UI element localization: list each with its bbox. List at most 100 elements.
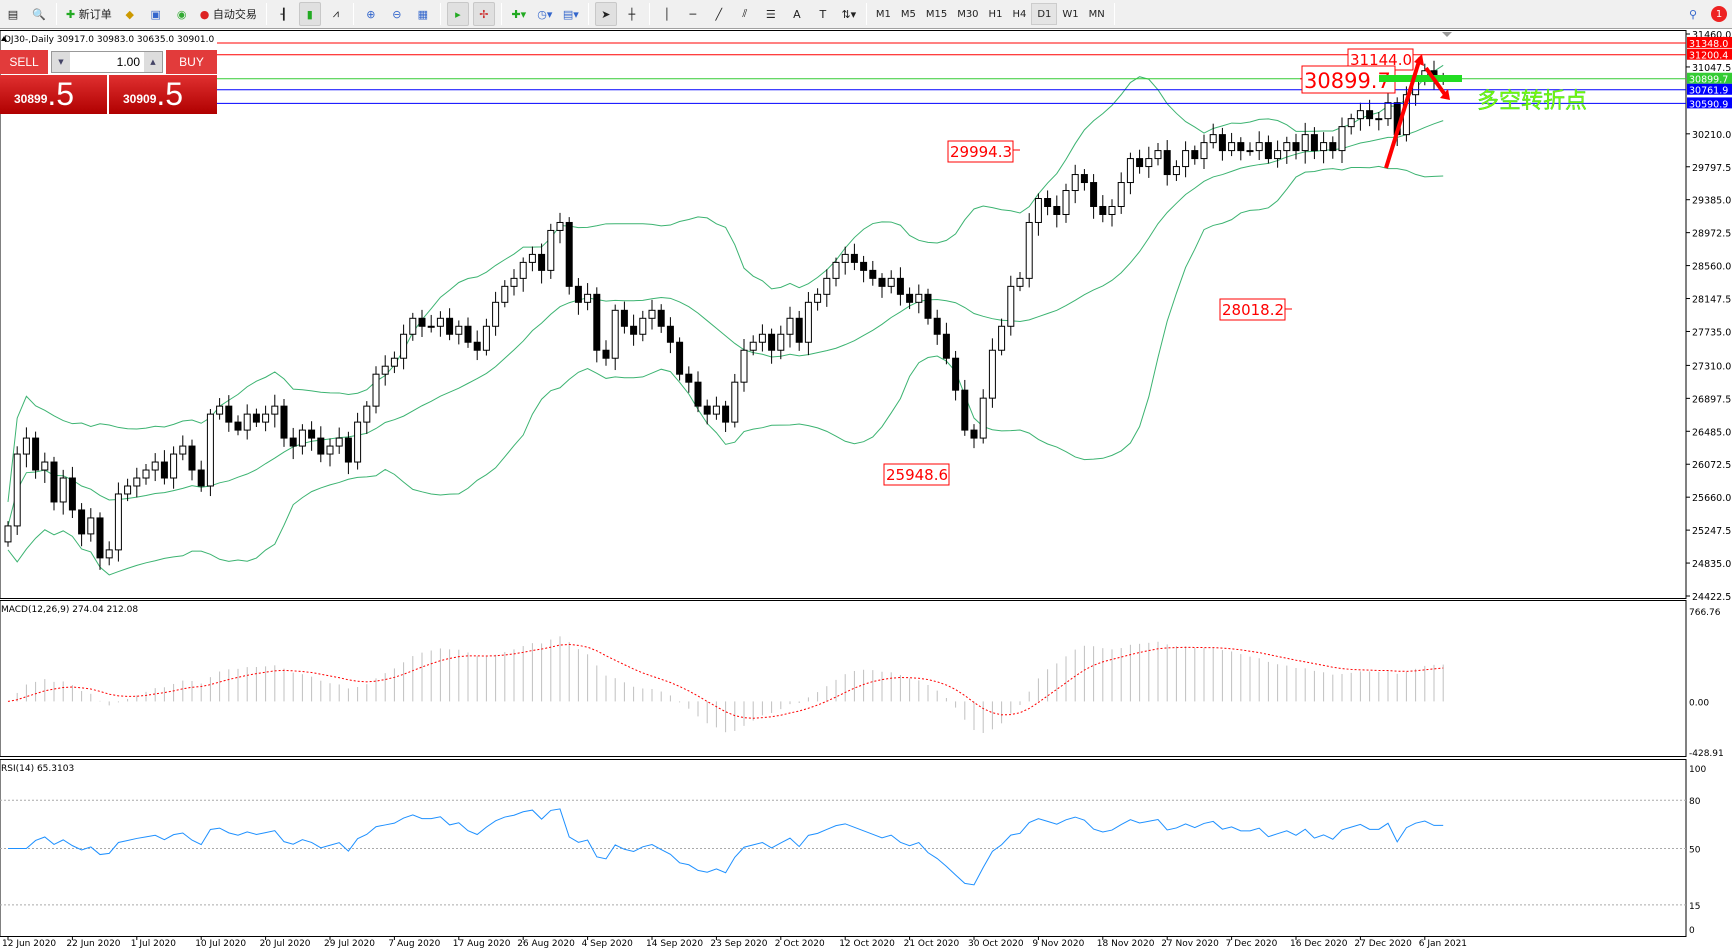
rsi-tick-label: 80 bbox=[1689, 797, 1701, 807]
collapse-triangle-icon bbox=[1, 36, 7, 41]
text-label-icon[interactable]: T bbox=[819, 7, 827, 21]
candle-bull bbox=[611, 309, 619, 359]
candle-bull bbox=[1154, 150, 1162, 160]
lot-decrease-button[interactable]: ▼ bbox=[52, 52, 70, 72]
candle-bear bbox=[850, 253, 858, 263]
candle-bull bbox=[786, 317, 794, 335]
timeframe-mn[interactable]: MN bbox=[1088, 8, 1105, 20]
candle-bull bbox=[1255, 142, 1263, 152]
candle-bull bbox=[492, 301, 500, 327]
date-label: 14 Sep 2020 bbox=[646, 939, 703, 948]
fibonacci-icon[interactable]: ☰ bbox=[765, 7, 776, 21]
candle-bear bbox=[1163, 150, 1171, 176]
trendline-icon[interactable]: ╱ bbox=[715, 7, 723, 21]
signals-icon[interactable]: ◉ bbox=[176, 7, 187, 21]
text-icon[interactable]: A bbox=[793, 7, 801, 21]
templates-icon[interactable]: ▤▾ bbox=[562, 7, 579, 21]
price-level-tag-label: 31200.4 bbox=[1689, 51, 1728, 62]
candle-bear bbox=[473, 341, 481, 351]
candle-bull bbox=[1384, 102, 1392, 120]
candle-bear bbox=[1310, 134, 1318, 152]
date-label: 6 Jan 2021 bbox=[1419, 939, 1467, 948]
timeframe-m30[interactable]: M30 bbox=[957, 8, 979, 20]
window-icon[interactable]: ▤ bbox=[7, 7, 19, 21]
candle-bear bbox=[280, 405, 288, 439]
timeframe-h4[interactable]: H4 bbox=[1012, 8, 1027, 20]
timeframe-m1[interactable]: M1 bbox=[875, 8, 891, 20]
date-label: 23 Sep 2020 bbox=[710, 939, 767, 948]
candle-bear bbox=[446, 317, 454, 335]
candle-bull bbox=[59, 477, 67, 503]
zoom-out-icon[interactable]: ⊖ bbox=[392, 7, 402, 21]
tile-windows-icon[interactable]: ▦ bbox=[417, 7, 429, 21]
timeframe-m5[interactable]: M5 bbox=[900, 8, 916, 20]
candle-bull bbox=[1301, 134, 1309, 152]
auto-trading-icon: ● bbox=[199, 7, 210, 21]
buy-price-button[interactable]: 30909.5 bbox=[109, 75, 217, 114]
auto-trading-button[interactable]: ● 自动交易 bbox=[197, 2, 260, 26]
periods-icon[interactable]: ◷▾ bbox=[537, 7, 553, 21]
date-label: 27 Nov 2020 bbox=[1161, 939, 1219, 948]
candle-bull bbox=[1283, 142, 1291, 152]
candle-bull bbox=[712, 405, 720, 415]
date-label: 10 Jul 2020 bbox=[195, 939, 246, 948]
new-order-button[interactable]: ✚ 新订单 bbox=[63, 2, 115, 26]
buy-button[interactable]: BUY bbox=[166, 50, 217, 74]
candle-bear bbox=[685, 373, 693, 383]
date-label: 7 Aug 2020 bbox=[388, 939, 440, 948]
candle-bear bbox=[1329, 142, 1337, 152]
candle-bull bbox=[519, 261, 527, 279]
candle-bull bbox=[740, 349, 748, 383]
down-arrow bbox=[1424, 66, 1448, 98]
line-chart-icon[interactable]: ⩘ bbox=[332, 7, 339, 20]
price-level-tag-label: 30590.9 bbox=[1689, 99, 1728, 110]
equidistant-channel-icon[interactable]: ⫽ bbox=[742, 7, 748, 20]
timeframe-d1[interactable]: D1 bbox=[1031, 3, 1058, 25]
candle-bear bbox=[694, 381, 702, 407]
candlestick-icon[interactable]: ▮ bbox=[298, 2, 321, 26]
price-tick-label: 24422.5 bbox=[1692, 592, 1731, 603]
candle-bear bbox=[906, 293, 914, 303]
lot-increase-button[interactable]: ▲ bbox=[144, 52, 162, 72]
lot-size-input[interactable]: 1.00 bbox=[116, 55, 140, 69]
turning-point-label: 多空转折点 bbox=[1477, 89, 1587, 114]
chart-shift-icon[interactable]: ✢ bbox=[472, 2, 495, 26]
candle-bull bbox=[1117, 182, 1125, 207]
price-tick-label: 29385.0 bbox=[1692, 196, 1731, 207]
timeframe-m15[interactable]: M15 bbox=[925, 8, 948, 20]
cursor-icon[interactable]: ➤ bbox=[594, 2, 617, 26]
candle-bull bbox=[1108, 205, 1116, 215]
candle-bear bbox=[68, 477, 76, 511]
zoom-in-icon[interactable]: ⊕ bbox=[366, 7, 376, 21]
timeframe-w1[interactable]: W1 bbox=[1062, 8, 1079, 20]
candle-bull bbox=[427, 325, 435, 328]
market-watch-icon[interactable]: ◆ bbox=[125, 7, 134, 21]
navigator-icon[interactable]: ▣ bbox=[150, 7, 161, 21]
sell-button[interactable]: SELL bbox=[0, 50, 48, 74]
notifications-button[interactable]: 1 bbox=[1708, 2, 1730, 26]
arrows-icon[interactable]: ⇅▾ bbox=[841, 7, 857, 21]
indicators-icon[interactable]: ✚▾ bbox=[511, 7, 527, 21]
candle-bull bbox=[1172, 166, 1180, 176]
candle-bull bbox=[400, 333, 408, 359]
price-annotation-box bbox=[947, 140, 1014, 163]
candle-bear bbox=[234, 421, 242, 431]
candle-bear bbox=[197, 469, 205, 487]
candle-bear bbox=[970, 429, 978, 439]
zoom-window-icon[interactable]: 🔍 bbox=[32, 7, 46, 21]
horizontal-line-icon[interactable]: ─ bbox=[689, 7, 697, 21]
bar-chart-icon[interactable]: ┨ bbox=[280, 7, 288, 21]
candles bbox=[4, 60, 1447, 570]
sell-price-button[interactable]: 30899.5 bbox=[0, 75, 107, 114]
crosshair-icon[interactable]: ┼ bbox=[628, 7, 636, 21]
auto-scroll-icon[interactable]: ▸ bbox=[446, 2, 469, 26]
candle-bear bbox=[289, 437, 297, 447]
search-icon[interactable]: ⚲ bbox=[1688, 7, 1698, 21]
lot-size-stepper[interactable]: ▼ 1.00 ▲ bbox=[51, 51, 163, 73]
candle-bull bbox=[206, 413, 214, 487]
candle-bear bbox=[50, 461, 58, 503]
timeframe-h1[interactable]: H1 bbox=[988, 8, 1003, 20]
vertical-line-icon[interactable]: │ bbox=[663, 7, 671, 21]
chart-canvas[interactable]: DJ30-,Daily 30917.0 30983.0 30635.0 3090… bbox=[0, 30, 1732, 948]
macd-tick-label: 766.76 bbox=[1689, 608, 1721, 618]
